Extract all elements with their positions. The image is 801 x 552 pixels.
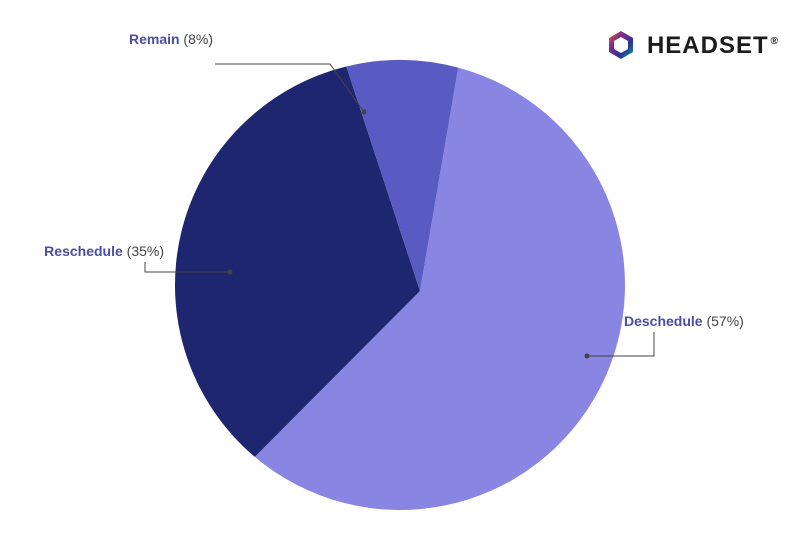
brand-registered: ® [771,36,779,47]
headset-mark-icon [603,28,639,64]
leader-dot-remain [362,110,367,115]
slice-label-pct: (57%) [703,313,744,329]
brand-logo: HEADSET® [603,28,779,64]
pie-svg [0,0,801,552]
leader-dot-deschedule [585,354,590,359]
slice-label-pct: (8%) [180,31,213,47]
pie-chart: Deschedule (57%) Reschedule (35%) Remain (… [0,0,801,552]
slice-label-remain: Remain (8%) [129,31,213,47]
slice-label-name: Remain [129,31,180,47]
slice-label-pct: (35%) [123,243,164,259]
slice-label-reschedule: Reschedule (35%) [44,243,164,259]
slice-label-name: Reschedule [44,243,123,259]
slice-label-name: Deschedule [624,313,703,329]
leader-dot-reschedule [228,270,233,275]
brand-text: HEADSET® [647,32,779,60]
slice-label-deschedule: Deschedule (57%) [624,313,744,329]
brand-name: HEADSET [647,32,769,59]
